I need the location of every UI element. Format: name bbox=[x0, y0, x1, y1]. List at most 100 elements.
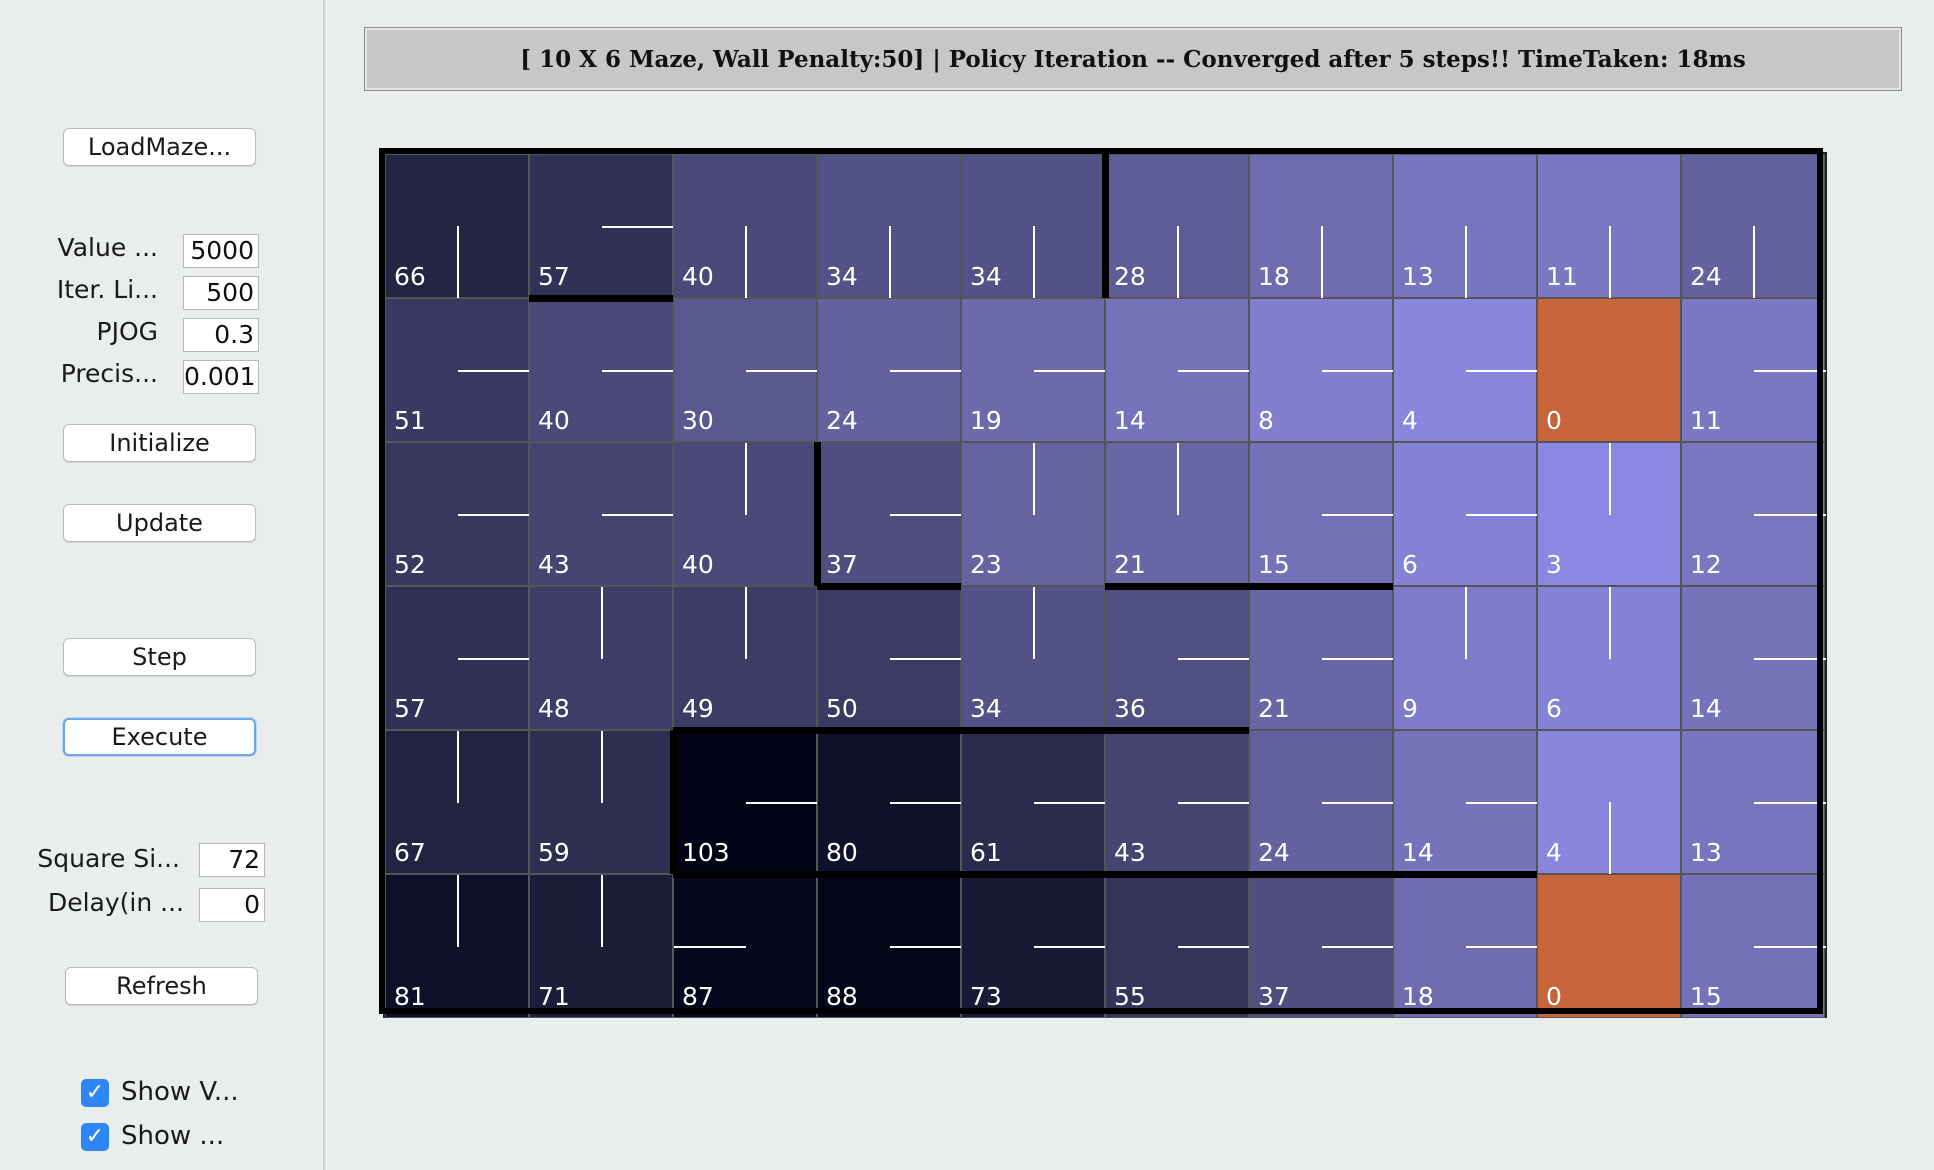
cell-value: 40 bbox=[538, 406, 570, 435]
policy-arrow-icon bbox=[1754, 370, 1826, 372]
load-maze-button[interactable]: LoadMaze... bbox=[63, 128, 256, 166]
update-button[interactable]: Update bbox=[63, 504, 256, 542]
maze-cell[interactable]: 30 bbox=[673, 298, 818, 442]
maze-cell[interactable]: 18 bbox=[1249, 154, 1393, 298]
maze-cell[interactable]: 51 bbox=[385, 298, 530, 442]
maze-cell[interactable]: 4 bbox=[1393, 298, 1538, 442]
maze-cell[interactable]: 66 bbox=[385, 154, 529, 298]
cell-value: 52 bbox=[394, 550, 426, 579]
maze-cell[interactable]: 23 bbox=[961, 442, 1105, 586]
initialize-button[interactable]: Initialize bbox=[63, 424, 256, 462]
cell-value: 4 bbox=[1546, 838, 1562, 867]
iter-limit-field[interactable]: 500 bbox=[183, 276, 259, 310]
maze-cell[interactable]: 67 bbox=[385, 730, 529, 874]
cell-value: 0 bbox=[1546, 406, 1562, 435]
splitter[interactable] bbox=[323, 0, 327, 1170]
maze-cell[interactable]: 6 bbox=[1537, 586, 1681, 730]
cell-value: 50 bbox=[826, 694, 858, 723]
maze-cell[interactable]: 13 bbox=[1681, 730, 1826, 874]
maze-cell[interactable]: 59 bbox=[529, 730, 673, 874]
maze-cell[interactable]: 40 bbox=[673, 154, 817, 298]
cell-value: 23 bbox=[970, 550, 1002, 579]
maze-cell[interactable]: 24 bbox=[1681, 154, 1825, 298]
maze-cell[interactable]: 14 bbox=[1393, 730, 1538, 874]
maze-cell[interactable]: 21 bbox=[1105, 442, 1249, 586]
maze-cell[interactable]: 19 bbox=[961, 298, 1106, 442]
maze-cell[interactable]: 81 bbox=[385, 874, 529, 1018]
cell-value: 73 bbox=[970, 982, 1002, 1011]
maze-cell[interactable]: 103 bbox=[673, 730, 818, 874]
precision-field[interactable]: 0.001 bbox=[183, 360, 259, 394]
policy-arrow-icon bbox=[890, 514, 962, 516]
policy-arrow-icon bbox=[1466, 802, 1538, 804]
maze-cell[interactable]: 43 bbox=[1105, 730, 1250, 874]
maze-cell[interactable]: 40 bbox=[673, 442, 817, 586]
maze-cell[interactable]: 36 bbox=[1105, 586, 1250, 730]
maze-cell[interactable]: 0 bbox=[1537, 298, 1681, 442]
policy-arrow-icon bbox=[1609, 443, 1611, 515]
maze-cell[interactable]: 8 bbox=[1249, 298, 1394, 442]
policy-arrow-icon bbox=[746, 802, 818, 804]
maze-cell[interactable]: 57 bbox=[529, 154, 674, 298]
cell-value: 6 bbox=[1402, 550, 1418, 579]
maze-cell[interactable]: 18 bbox=[1393, 874, 1538, 1018]
square-size-field[interactable]: 72 bbox=[199, 843, 265, 877]
maze-cell[interactable]: 52 bbox=[385, 442, 530, 586]
show-values-checkbox[interactable]: ✓ bbox=[81, 1079, 109, 1107]
maze-cell[interactable]: 37 bbox=[817, 442, 962, 586]
maze-cell[interactable]: 48 bbox=[529, 586, 673, 730]
maze-cell[interactable]: 0 bbox=[1537, 874, 1681, 1018]
policy-arrow-icon bbox=[601, 731, 603, 803]
maze-cell[interactable]: 28 bbox=[1105, 154, 1249, 298]
maze-cell[interactable]: 40 bbox=[529, 298, 674, 442]
maze-cell[interactable]: 80 bbox=[817, 730, 962, 874]
maze-cell[interactable]: 6 bbox=[1393, 442, 1538, 586]
maze-cell[interactable]: 14 bbox=[1105, 298, 1250, 442]
cell-value: 15 bbox=[1690, 982, 1722, 1011]
maze-cell[interactable]: 24 bbox=[817, 298, 962, 442]
policy-arrow-icon bbox=[1754, 946, 1826, 948]
maze-cell[interactable]: 21 bbox=[1249, 586, 1394, 730]
cell-value: 40 bbox=[682, 550, 714, 579]
maze-cell[interactable]: 11 bbox=[1537, 154, 1681, 298]
delay-field[interactable]: 0 bbox=[199, 888, 265, 922]
maze-cell[interactable]: 88 bbox=[817, 874, 962, 1018]
cell-value: 34 bbox=[970, 262, 1002, 291]
maze-cell[interactable]: 15 bbox=[1249, 442, 1394, 586]
maze-cell[interactable]: 24 bbox=[1249, 730, 1394, 874]
maze-cell[interactable]: 34 bbox=[961, 154, 1105, 298]
maze-cell[interactable]: 3 bbox=[1537, 442, 1681, 586]
maze-cell[interactable]: 34 bbox=[961, 586, 1105, 730]
maze-cell[interactable]: 34 bbox=[817, 154, 961, 298]
refresh-button[interactable]: Refresh bbox=[65, 967, 258, 1005]
policy-arrow-icon bbox=[1754, 802, 1826, 804]
maze-cell[interactable]: 71 bbox=[529, 874, 673, 1018]
step-button[interactable]: Step bbox=[63, 638, 256, 676]
maze-cell[interactable]: 57 bbox=[385, 586, 530, 730]
maze-cell[interactable]: 15 bbox=[1681, 874, 1826, 1018]
maze-cell[interactable]: 55 bbox=[1105, 874, 1250, 1018]
cell-value: 19 bbox=[970, 406, 1002, 435]
maze-cell[interactable]: 12 bbox=[1681, 442, 1826, 586]
policy-arrow-icon bbox=[1033, 443, 1035, 515]
maze-cell[interactable]: 49 bbox=[673, 586, 817, 730]
maze-cell[interactable]: 13 bbox=[1393, 154, 1537, 298]
maze-cell[interactable]: 43 bbox=[529, 442, 674, 586]
maze-cell[interactable]: 50 bbox=[817, 586, 962, 730]
policy-arrow-icon bbox=[1177, 226, 1179, 298]
maze-cell[interactable]: 11 bbox=[1681, 298, 1826, 442]
policy-arrow-icon bbox=[890, 370, 962, 372]
policy-arrow-icon bbox=[1178, 370, 1250, 372]
pjog-field[interactable]: 0.3 bbox=[183, 318, 259, 352]
maze-cell[interactable]: 87 bbox=[673, 874, 817, 1018]
maze-cell[interactable]: 14 bbox=[1681, 586, 1826, 730]
maze-cell[interactable]: 61 bbox=[961, 730, 1106, 874]
maze-cell[interactable]: 73 bbox=[961, 874, 1106, 1018]
maze-cell[interactable]: 4 bbox=[1537, 730, 1681, 874]
value-limit-field[interactable]: 5000 bbox=[183, 234, 259, 268]
maze-cell[interactable]: 9 bbox=[1393, 586, 1537, 730]
maze-cell[interactable]: 37 bbox=[1249, 874, 1394, 1018]
policy-arrow-icon bbox=[458, 370, 530, 372]
show-policy-checkbox[interactable]: ✓ bbox=[81, 1123, 109, 1151]
execute-button[interactable]: Execute bbox=[63, 718, 256, 756]
